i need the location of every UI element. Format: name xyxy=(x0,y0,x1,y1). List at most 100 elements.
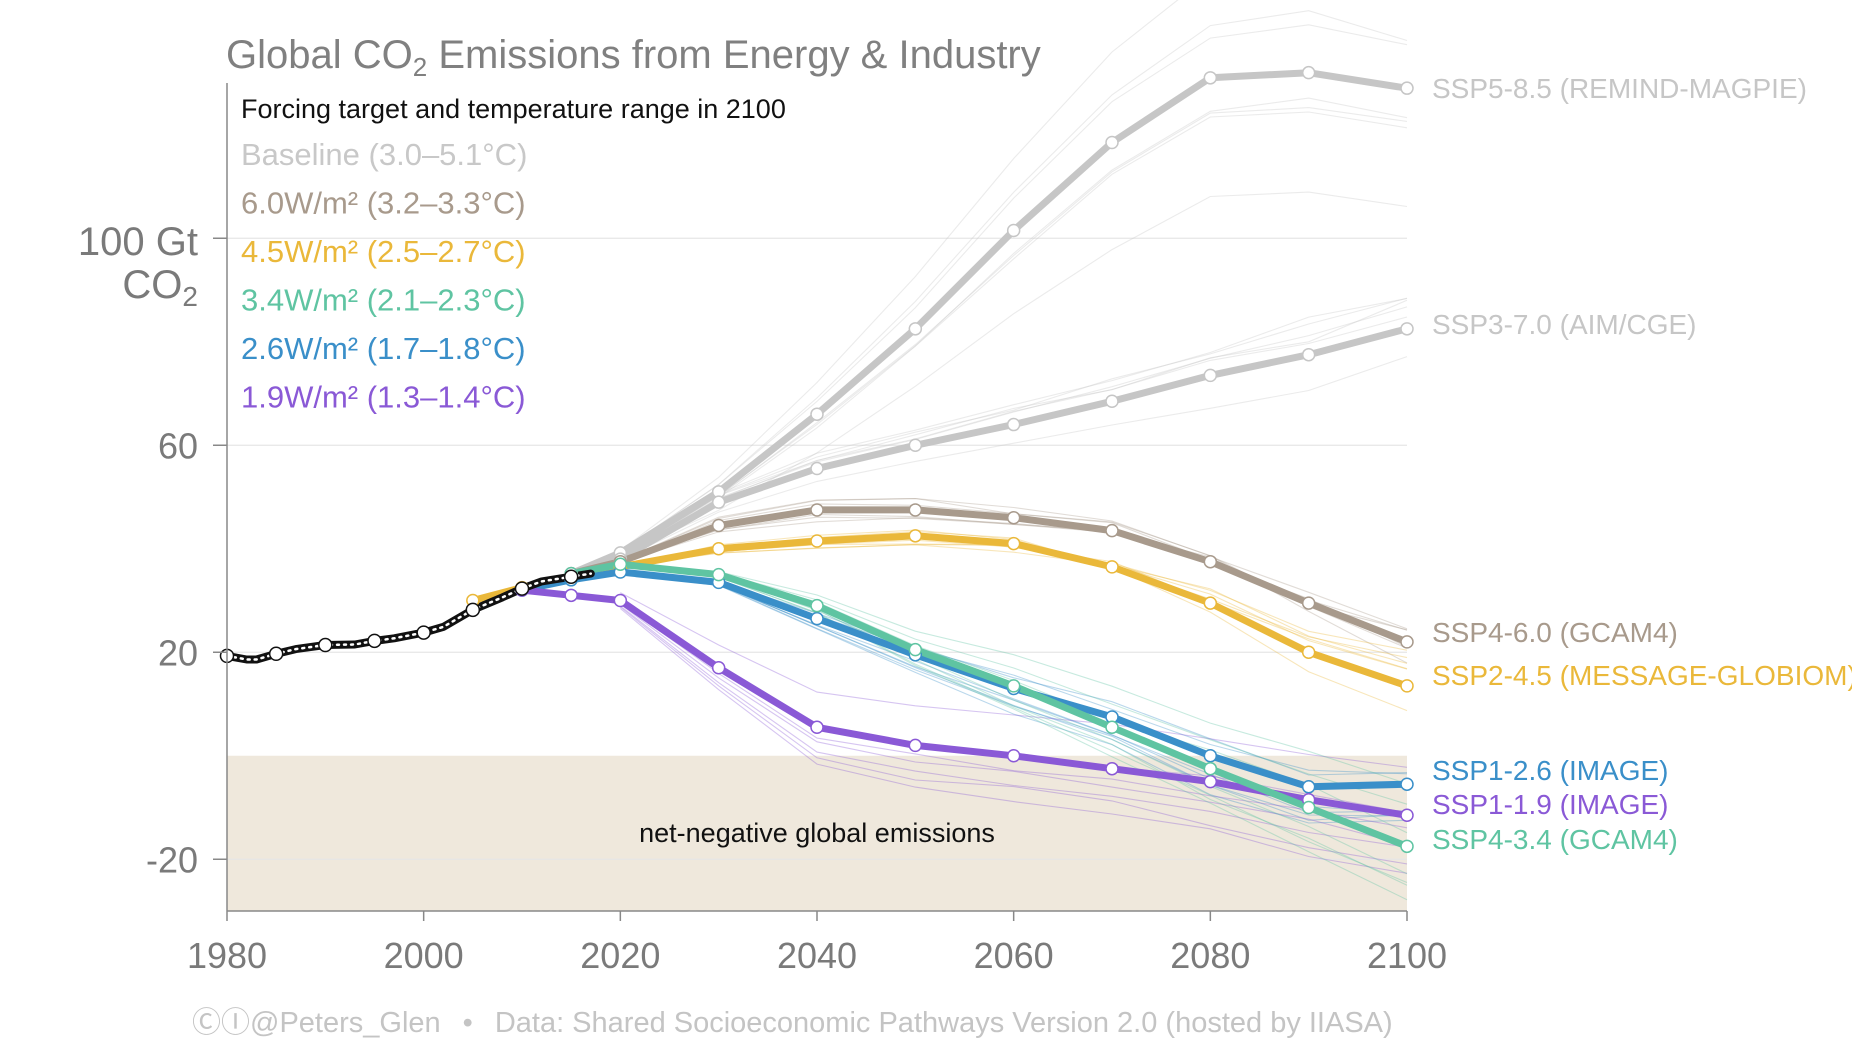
legend: Baseline (3.0–5.1°C) 6.0W/m² (3.2–3.3°C) 4… xyxy=(241,137,527,415)
ensemble-line xyxy=(620,536,1408,670)
series-ssp4-6-0-gcam4-marker xyxy=(1301,596,1316,610)
legend-item: 4.5W/m² (2.5–2.7°C) xyxy=(241,234,526,269)
ensemble-line xyxy=(620,97,1408,555)
ensemble-line xyxy=(620,299,1408,560)
historical-marker xyxy=(367,633,382,649)
series-ssp2-4-5-message-globiom-marker xyxy=(908,529,923,543)
series-ssp5-8-5-remind-magpie-marker xyxy=(1203,71,1218,85)
series-ssp4-3-4-gcam4-marker xyxy=(1400,839,1414,854)
series-ssp2-4-5-message-globiom-marker xyxy=(1006,536,1021,551)
series-ssp3-7-0-aim-cge-marker xyxy=(908,438,923,452)
series-ssp3-7-0-aim-cge-label: SSP3-7.0 (AIM/CGE) xyxy=(1432,309,1697,340)
series-ssp1-2-6-image-marker xyxy=(1400,777,1414,791)
historical-marker xyxy=(318,637,333,653)
ensemble-line xyxy=(619,24,1408,553)
legend-item: 2.6W/m² (1.7–1.8°C) xyxy=(241,331,526,366)
series-ssp4-3-4-gcam4-label: SSP4-3.4 (GCAM4) xyxy=(1432,824,1678,855)
ensemble-line xyxy=(620,570,1408,775)
series-ssp3-7-0-aim-cge-marker xyxy=(1105,394,1119,409)
legend-title: Forcing target and temperature range in … xyxy=(241,94,786,124)
x-tick-label: 2000 xyxy=(384,935,464,976)
series-ssp1-1-9-image-label: SSP1-1.9 (IMAGE) xyxy=(1432,789,1669,820)
historical-marker xyxy=(268,646,284,662)
series-ssp4-6-0-gcam4-line xyxy=(567,506,1411,646)
series-ssp1-1-9-image-marker xyxy=(810,720,824,735)
ensemble-line xyxy=(620,563,1408,884)
series-ssp4-3-4-gcam4-marker xyxy=(613,557,628,572)
ensemble-line xyxy=(619,603,1408,847)
x-tick-label: 2100 xyxy=(1367,935,1447,976)
ensemble-line xyxy=(620,297,1408,559)
series-ssp1-1-9-image-marker xyxy=(1105,761,1119,776)
ensemble-line xyxy=(620,191,1408,557)
series-ssp3-7-0-aim-cge-marker xyxy=(1006,417,1021,432)
legend-item: 3.4W/m² (2.1–2.3°C) xyxy=(241,283,526,318)
ensemble-line xyxy=(620,572,1408,821)
ensemble-line xyxy=(620,356,1408,561)
series-ssp1-1-9-image-marker xyxy=(613,593,628,608)
historical-line xyxy=(223,569,595,664)
ensemble-line xyxy=(620,539,1408,670)
series-ssp5-8-5-remind-magpie-marker xyxy=(908,322,923,336)
ensemble-line xyxy=(619,605,1408,848)
series-ssp5-8-5-remind-magpie-marker xyxy=(1301,65,1316,80)
negative-region-label: net-negative global emissions xyxy=(639,818,995,848)
series-ssp3-7-0-aim-cge-marker xyxy=(1301,347,1316,362)
series-ssp1-1-9-image-marker xyxy=(1006,749,1021,763)
ensemble-line xyxy=(620,513,1408,631)
legend-item: 6.0W/m² (3.2–3.3°C) xyxy=(241,186,526,221)
series-ssp4-6-0-gcam4-marker xyxy=(711,518,726,533)
series-ssp2-4-5-message-globiom-marker xyxy=(810,534,824,548)
ensemble-line xyxy=(620,563,1408,901)
data-source: Data: Shared Socioeconomic Pathways Vers… xyxy=(495,1007,1393,1039)
series-ssp1-2-6-image-label: SSP1-2.6 (IMAGE) xyxy=(1432,755,1669,786)
series-ssp3-7-0-aim-cge-marker xyxy=(1203,368,1218,383)
series-ssp5-8-5-remind-magpie-marker xyxy=(1105,135,1119,150)
series-ssp3-7-0-aim-cge-marker xyxy=(1400,322,1414,336)
series-ssp4-3-4-gcam4-marker xyxy=(1301,800,1316,815)
x-axis-ticks: 1980 2000 2020 2040 2060 2080 2100 xyxy=(187,911,1447,976)
series-ssp1-2-6-image-marker xyxy=(1301,780,1316,794)
legend-item: 1.9W/m² (1.3–1.4°C) xyxy=(241,380,526,415)
x-tick-label: 1980 xyxy=(187,935,267,976)
cc-icons: ⒸⒾ xyxy=(192,1007,250,1039)
series-ssp3-7-0-aim-cge-marker xyxy=(711,495,726,509)
ensemble-line xyxy=(620,530,1408,690)
y-tick-label: 20 xyxy=(158,632,198,673)
series-ssp1-1-9-image-marker xyxy=(908,738,923,753)
series-ssp5-8-5-remind-magpie-label: SSP5-8.5 (REMIND-MAGPIE) xyxy=(1432,73,1807,104)
ensemble-line xyxy=(620,111,1408,555)
series-ssp2-4-5-message-globiom-marker xyxy=(1203,596,1218,610)
ensemble-line xyxy=(619,606,1408,865)
ensemble-line xyxy=(620,563,1408,785)
series-ssp4-6-0-gcam4-marker xyxy=(1105,523,1119,538)
y-tick-label: 60 xyxy=(158,425,198,466)
ensemble-line xyxy=(619,0,1179,551)
ensemble-line xyxy=(620,592,1408,768)
footer-separator: • xyxy=(463,1007,473,1039)
series-ssp1-1-9-image-marker xyxy=(1400,808,1414,823)
x-tick-label: 2080 xyxy=(1170,935,1250,976)
footer: ⒸⒾ@Peters_Glen • Data: Shared Socioeconomi… xyxy=(192,1007,1393,1039)
series-ssp4-6-0-gcam4-marker xyxy=(1006,510,1021,525)
series-ssp4-3-4-gcam4-marker xyxy=(810,598,824,613)
series-end-labels: SSP5-8.5 (REMIND-MAGPIE) SSP3-7.0 (AIM/CG… xyxy=(1432,73,1852,855)
series-ssp4-3-4-gcam4-marker xyxy=(1105,720,1119,735)
x-tick-label: 2040 xyxy=(777,935,857,976)
series-ssp1-1-9-image-marker xyxy=(564,588,578,603)
ensemble-line xyxy=(620,107,1408,555)
series-ssp5-8-5-remind-magpie-marker xyxy=(1006,223,1021,238)
y-axis-label-line1: 100 Gt xyxy=(78,220,198,264)
series-ssp4-6-0-gcam4-marker xyxy=(810,503,824,517)
title-rest: Emissions from Energy & Industry xyxy=(427,33,1041,77)
series-ssp4-6-0-gcam4-marker xyxy=(1203,554,1218,569)
series-ssp4-6-0-gcam4-label: SSP4-6.0 (GCAM4) xyxy=(1432,617,1678,648)
series-ssp4-3-4-gcam4-marker xyxy=(1006,679,1021,693)
series-ssp4-6-0-gcam4-marker xyxy=(1400,635,1414,649)
ensemble-line xyxy=(620,316,1408,560)
series-ssp5-8-5-remind-magpie-marker xyxy=(810,407,824,421)
series-ssp4-6-0-gcam4-marker xyxy=(908,503,923,517)
y-tick-label: -20 xyxy=(146,839,198,880)
title-subscript: 2 xyxy=(413,52,427,82)
